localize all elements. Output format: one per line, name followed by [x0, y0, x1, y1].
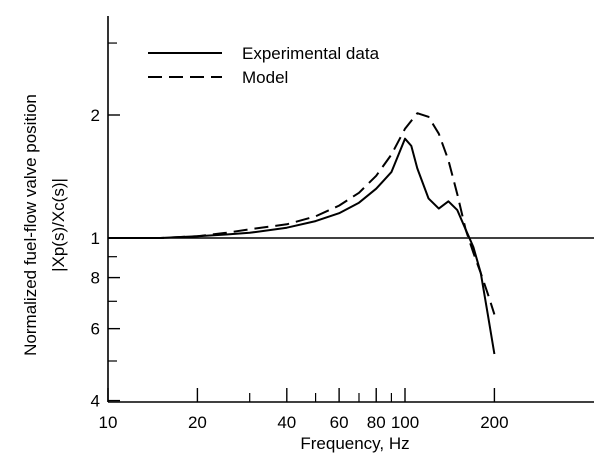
x-tick-label: 60: [330, 413, 349, 432]
y-tick-label: 4: [91, 392, 100, 411]
y-tick-label: 1: [91, 229, 100, 248]
x-tick-label: 20: [188, 413, 207, 432]
plot-area: 10 20 40 60 80 100 200 4 6 8 1 2 4 Experimental data M…: [91, 0, 594, 432]
x-tick-label: 40: [277, 413, 296, 432]
y-axis-title-line2: |Xp(s)/Xc(s)|: [49, 178, 68, 272]
x-tick-label: 100: [391, 413, 419, 432]
y-tick-label: 4: [91, 0, 100, 2]
legend-label: Model: [242, 68, 288, 87]
x-tick-label: 80: [367, 413, 386, 432]
x-tick-label: 10: [99, 413, 118, 432]
y-tick-label: 8: [91, 269, 100, 288]
y-axis-title-formula: |Xp(s)/Xc(s)|: [49, 178, 68, 272]
x-tick-label: 200: [480, 413, 508, 432]
y-tick-label: 2: [91, 106, 100, 125]
y-tick-label: 6: [91, 320, 100, 339]
x-axis-title: Frequency, Hz: [300, 434, 409, 453]
series-line-experimental: [108, 137, 496, 355]
series-line-model: [108, 112, 496, 315]
y-axis-title-line1: Normalized fuel-flow valve position: [21, 94, 40, 356]
legend-label: Experimental data: [242, 44, 380, 63]
